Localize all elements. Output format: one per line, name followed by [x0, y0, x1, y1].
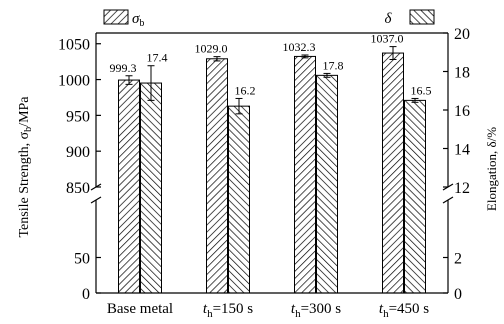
- right-tick-label: 14: [454, 142, 470, 159]
- data-label: 16.2: [235, 83, 256, 97]
- data-label: 17.4: [147, 51, 168, 65]
- bar-sigma-2: [294, 55, 316, 294]
- right-tick-label: 20: [454, 26, 470, 43]
- left-tick-label: 950: [66, 108, 90, 125]
- bar-sigma-0: [118, 79, 140, 294]
- left-tick-label: 0: [82, 286, 90, 303]
- labels-layer: 999.3 1029.0 1032.3 1037.0 17.4 16.2 17.8 16.5 8…: [17, 26, 499, 320]
- left-tick-label: 850: [66, 180, 90, 197]
- right-tick-label: 0: [454, 286, 462, 303]
- left-tick-label: 1000: [58, 73, 90, 90]
- right-tick-label: 12: [454, 180, 470, 197]
- left-tick-label: 1050: [58, 37, 90, 54]
- data-label: 16.5: [411, 83, 432, 97]
- right-tick-label: 16: [454, 103, 470, 120]
- left-tick-label: 50: [74, 251, 90, 268]
- legend-swatch-delta: [409, 9, 435, 25]
- right-tick-label: 18: [454, 65, 470, 82]
- data-label: 999.3: [110, 61, 137, 75]
- category-label: th=150 s: [203, 301, 253, 320]
- data-label: 1029.0: [195, 42, 228, 56]
- data-label: 17.8: [323, 58, 344, 72]
- axes-layer: [90, 32, 454, 294]
- legend-swatch-sigma: [103, 9, 129, 25]
- category-label: th=450 s: [379, 301, 429, 320]
- data-label: 1037.0: [371, 32, 404, 46]
- left-tick-label: 900: [66, 144, 90, 161]
- category-label: Base metal: [107, 301, 173, 317]
- axis-break-mark: [442, 196, 454, 204]
- bar-delta-3: [404, 99, 426, 294]
- bar-sigma-1: [206, 58, 228, 294]
- data-label: 1032.3: [283, 40, 316, 54]
- bar-delta-0: [140, 82, 162, 294]
- bar-sigma-3: [382, 52, 404, 294]
- category-label: th=300 s: [291, 301, 341, 320]
- right-tick-label: 2: [454, 251, 462, 268]
- legend-label-delta: δ: [385, 11, 393, 27]
- axis-break-mark: [90, 196, 102, 204]
- legend-label-sigma: σb: [132, 11, 144, 29]
- bars-layer: [118, 46, 426, 294]
- bar-delta-1: [228, 105, 250, 294]
- left-axis-title: Tensile Strength, σb/MPa: [17, 96, 34, 238]
- legend: σb δ: [103, 9, 435, 29]
- right-axis-title: Elongation, δ/%: [484, 127, 499, 211]
- bar-delta-2: [316, 74, 338, 294]
